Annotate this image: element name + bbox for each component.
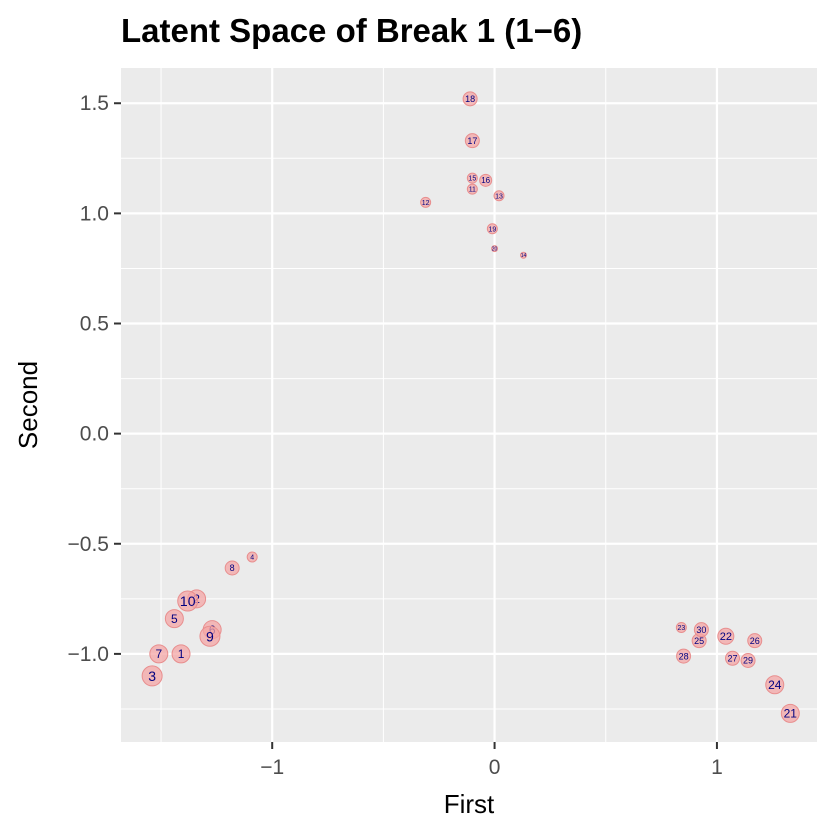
y-axis-title: Second [13, 361, 43, 449]
data-point [141, 665, 163, 687]
data-point [491, 245, 499, 253]
x-axis-title: First [444, 789, 495, 819]
chart-title: Latent Space of Break 1 (1−6) [121, 12, 582, 49]
y-tick-label: 0.0 [80, 423, 109, 446]
data-point-label: 7 [155, 647, 162, 661]
data-point-label: 19 [488, 226, 496, 233]
data-point [493, 190, 505, 202]
data-point-label: 3 [148, 668, 156, 684]
data-point-label: 5 [171, 612, 178, 626]
y-tick-label: −1.0 [68, 643, 109, 666]
data-point [676, 648, 692, 664]
data-point [149, 644, 169, 664]
data-point-label: 25 [694, 636, 704, 646]
data-point-label: 8 [230, 563, 235, 573]
data-point-label: 26 [750, 636, 760, 646]
data-point [519, 251, 527, 259]
data-point-label: 29 [743, 656, 753, 666]
data-point-label: 4 [250, 555, 254, 562]
data-point-label: 22 [720, 631, 732, 643]
y-tick-label: −0.5 [68, 533, 109, 556]
data-point-label: 23 [677, 625, 685, 632]
data-point [224, 560, 240, 576]
x-tick-label: −1 [260, 756, 284, 779]
data-point-label: 24 [768, 678, 782, 692]
data-point [717, 627, 735, 645]
data-point-label: 28 [679, 651, 689, 661]
data-point-label: 30 [696, 625, 706, 635]
data-point-label: 11 [469, 187, 476, 194]
data-point [466, 183, 478, 195]
y-tick-label: 1.0 [80, 202, 109, 225]
x-tick-label: 0 [489, 756, 501, 779]
data-point [199, 625, 221, 647]
y-tick-label: 1.5 [80, 92, 109, 115]
data-point-label: 17 [467, 136, 477, 146]
data-point [725, 650, 741, 666]
axes: −1 0 1 −1.0 −0.5 0.0 0.5 1.0 1.5 [68, 92, 723, 779]
y-tick-label: 0.5 [80, 313, 109, 336]
data-point [466, 172, 478, 184]
data-point-label: 15 [468, 176, 476, 183]
data-point [765, 675, 785, 695]
data-point [747, 633, 763, 649]
data-point-label: 14 [521, 253, 527, 259]
data-point [464, 133, 480, 149]
data-point-label: 18 [465, 94, 475, 104]
data-point [164, 609, 184, 629]
data-point [486, 223, 498, 235]
data-point [740, 653, 756, 669]
data-point-label: 16 [481, 176, 490, 185]
data-point [171, 644, 191, 664]
data-point [462, 91, 478, 107]
data-point [246, 551, 258, 563]
data-point [420, 196, 432, 208]
data-point-label: 27 [727, 654, 737, 664]
data-point [693, 622, 709, 638]
data-point [177, 590, 199, 612]
data-point-label: 12 [422, 200, 430, 207]
plot-panel [121, 68, 817, 742]
data-point-label: 21 [784, 707, 798, 721]
minor-gridlines [121, 68, 817, 742]
data-point-label: 10 [180, 593, 196, 609]
data-point [675, 621, 687, 633]
data-points: 1234567891011121314151617181920212223242… [141, 91, 800, 723]
data-point [780, 703, 800, 723]
data-point [479, 173, 493, 187]
data-point-label: 20 [492, 246, 498, 252]
data-point-label: 13 [495, 193, 503, 200]
data-point-label: 1 [178, 647, 185, 661]
data-point-label: 9 [206, 628, 214, 644]
x-tick-label: 1 [711, 756, 723, 779]
